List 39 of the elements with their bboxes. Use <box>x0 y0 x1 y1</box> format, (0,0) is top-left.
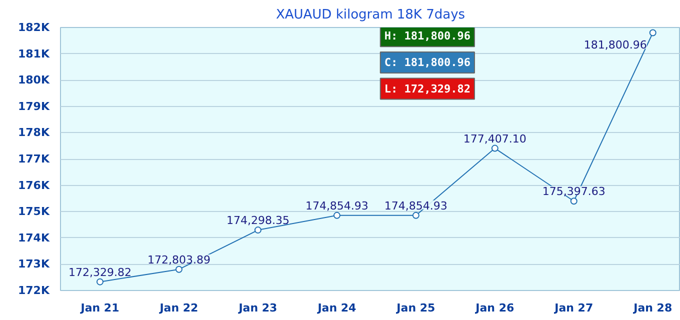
data-label: 172,803.89 <box>147 253 210 266</box>
y-tick-label: 172K <box>18 284 50 297</box>
data-label: 174,854.93 <box>384 199 448 212</box>
annotation: C: 181,800.96 <box>384 56 471 69</box>
annotation: L: 172,329.82 <box>384 82 470 96</box>
y-tick-label: 174K <box>18 231 50 244</box>
y-tick-label: 176K <box>18 178 50 192</box>
point <box>649 29 656 36</box>
data-label: 175,397.63 <box>542 185 606 198</box>
y-tick-label: 179K <box>18 100 50 113</box>
y-tick-label: 173K <box>18 258 50 271</box>
x-tick-label: Jan 24 <box>316 302 357 314</box>
y-tick-label: 181K <box>18 47 50 60</box>
point <box>175 266 182 273</box>
y-tick-label: 177K <box>18 152 50 166</box>
x-tick-label: Jan 27 <box>554 302 594 314</box>
point <box>254 226 262 234</box>
point <box>333 212 340 219</box>
x-tick-label: Jan 25 <box>396 302 436 314</box>
y-tick-label: 175K <box>18 205 50 218</box>
x-tick-label: Jan 22 <box>158 302 198 314</box>
x-tick-label: Jan 21 <box>80 302 120 314</box>
data-label: 174,854.93 <box>305 199 368 212</box>
data-label: 181,800.96 <box>584 38 647 52</box>
data-label: 172,329.82 <box>68 266 132 279</box>
data-label: 177,407.10 <box>463 132 526 146</box>
x-tick-label: Jan 28 <box>632 302 672 314</box>
chart-title: XAUAUD kilogram 18K 7days <box>276 8 466 22</box>
x-tick-label: Jan 23 <box>238 302 278 314</box>
y-tick-label: 182K <box>18 21 50 34</box>
y-tick-label: 180K <box>18 74 50 87</box>
data-label: 174,298.35 <box>226 214 290 228</box>
y-tick-label: 178K <box>18 126 50 140</box>
point <box>412 212 420 219</box>
annotation: H: 181,800.96 <box>384 30 471 43</box>
point <box>96 278 104 286</box>
x-tick-label: Jan 26 <box>474 302 514 314</box>
point <box>570 198 578 205</box>
point <box>491 144 498 152</box>
